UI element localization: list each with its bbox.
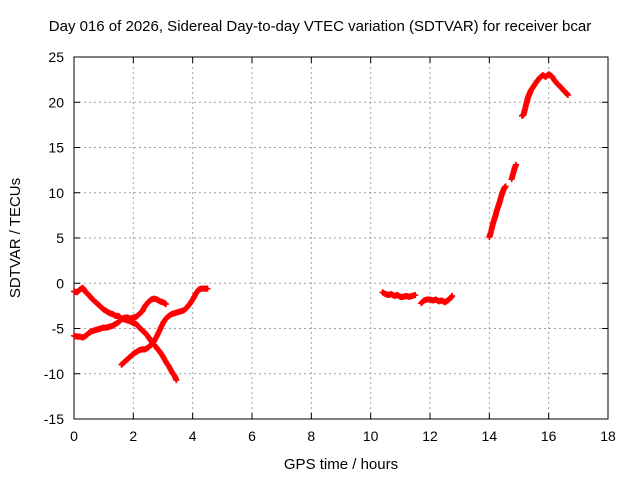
data-point — [502, 183, 509, 190]
x-tick-label: 14 — [482, 428, 498, 444]
data-point — [412, 292, 419, 299]
y-tick-label: 15 — [48, 140, 64, 156]
data-points — [71, 71, 571, 384]
y-tick-label: 20 — [48, 94, 64, 110]
data-point — [564, 92, 571, 99]
y-tick-label: -10 — [44, 366, 64, 382]
data-point — [162, 301, 169, 308]
y-tick-label: 5 — [56, 230, 64, 246]
data-point — [513, 161, 520, 168]
x-tick-label: 18 — [600, 428, 616, 444]
data-point — [204, 285, 211, 292]
data-point — [173, 377, 180, 384]
data-point — [449, 292, 456, 299]
y-axis-label: SDTVAR / TECUs — [7, 177, 24, 299]
chart-title: Day 016 of 2026, Sidereal Day-to-day VTE… — [48, 18, 592, 35]
x-axis-label: GPS time / hours — [283, 456, 399, 473]
x-tick-label: 8 — [307, 428, 315, 444]
x-tick-label: 0 — [70, 428, 78, 444]
y-tick-label: 10 — [48, 185, 64, 201]
x-tick-label: 2 — [129, 428, 137, 444]
y-tick-labels: 25 20 15 10 5 0 -5 -10 -15 — [44, 49, 64, 427]
x-tick-label: 16 — [541, 428, 557, 444]
grid-lines — [74, 57, 608, 419]
x-tick-label: 6 — [248, 428, 256, 444]
x-tick-label: 12 — [422, 428, 438, 444]
y-tick-label: -15 — [44, 411, 64, 427]
x-tick-label: 4 — [189, 428, 197, 444]
y-tick-label: 0 — [56, 275, 64, 291]
y-tick-label: -5 — [52, 321, 65, 337]
x-tick-labels: 0 2 4 6 8 10 12 14 16 18 — [70, 428, 616, 444]
y-tick-label: 25 — [48, 49, 64, 65]
x-tick-label: 10 — [363, 428, 379, 444]
axis-ticks — [73, 56, 609, 420]
